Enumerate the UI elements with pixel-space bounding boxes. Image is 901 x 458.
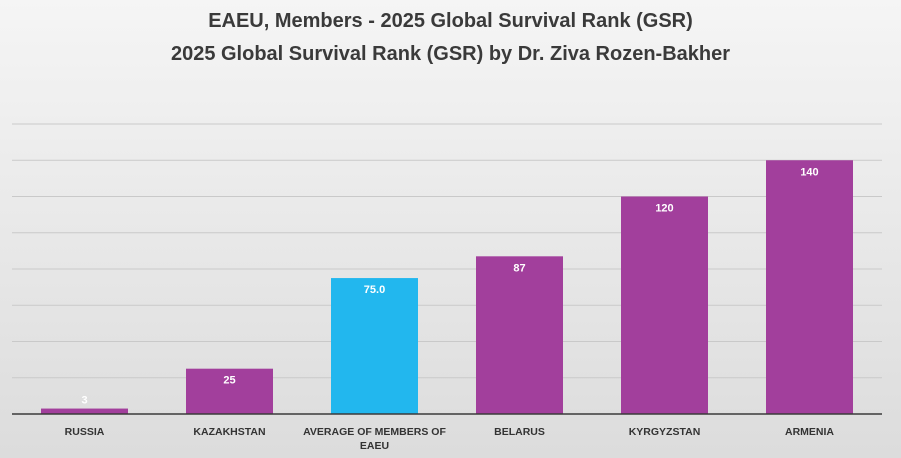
chart-subtitle: 2025 Global Survival Rank (GSR) by Dr. Z… [170, 43, 731, 65]
x-tick-label: BELARUS [494, 426, 545, 438]
x-tick-label: AVERAGE OF MEMBERS OF [303, 426, 446, 438]
data-label: 3 [81, 395, 87, 407]
bar [766, 160, 853, 414]
data-label: 87 [513, 262, 525, 274]
x-tick-label: RUSSIA [65, 426, 105, 438]
x-tick-label: ARMENIA [785, 426, 834, 438]
bar [621, 196, 708, 414]
data-label: 140 [800, 166, 818, 178]
x-tick-label: EAEU [360, 440, 389, 452]
bar [331, 278, 418, 414]
x-tick-label: KAZAKHSTAN [193, 426, 265, 438]
chart-title: EAEU, Members - 2025 Global Survival Ran… [208, 10, 693, 32]
data-label: 75.0 [364, 284, 385, 296]
bar [186, 368, 273, 414]
data-label: 25 [223, 375, 235, 387]
bar [476, 256, 563, 414]
bar [41, 408, 128, 414]
x-tick-label: KYRGYZSTAN [629, 426, 701, 438]
data-label: 120 [655, 203, 673, 215]
